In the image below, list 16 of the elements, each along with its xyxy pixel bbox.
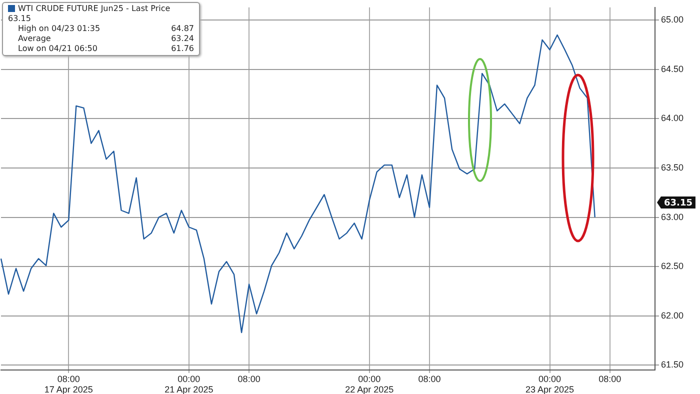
annotation: 63.15 <box>664 198 692 208</box>
y-tick-label: 63.50 <box>661 162 684 172</box>
y-tick-label: 61.50 <box>661 360 684 370</box>
y-tick-label: 62.00 <box>661 310 684 320</box>
legend-label: WTI CRUDE FUTURE Jun25 - Last Price 63.15 <box>8 4 172 24</box>
y-tick-label: 64.00 <box>661 113 684 124</box>
text: High on 04/23 01:35 64.87 <box>18 24 194 33</box>
x-tick-label: 08:00 <box>418 374 441 384</box>
y-tick-label: 65.00 <box>661 14 684 25</box>
y-tick-label: 62.50 <box>661 261 684 272</box>
text: Average 63.24 <box>18 34 194 43</box>
y-tick-label: 64.50 <box>661 64 684 74</box>
y-tick-label: 63.00 <box>661 212 684 222</box>
x-tick-label: 08:00 <box>238 374 260 384</box>
x-tick-label: 08:00 <box>598 374 622 384</box>
text: Low on 04/21 06:50 61.76 <box>18 44 194 53</box>
